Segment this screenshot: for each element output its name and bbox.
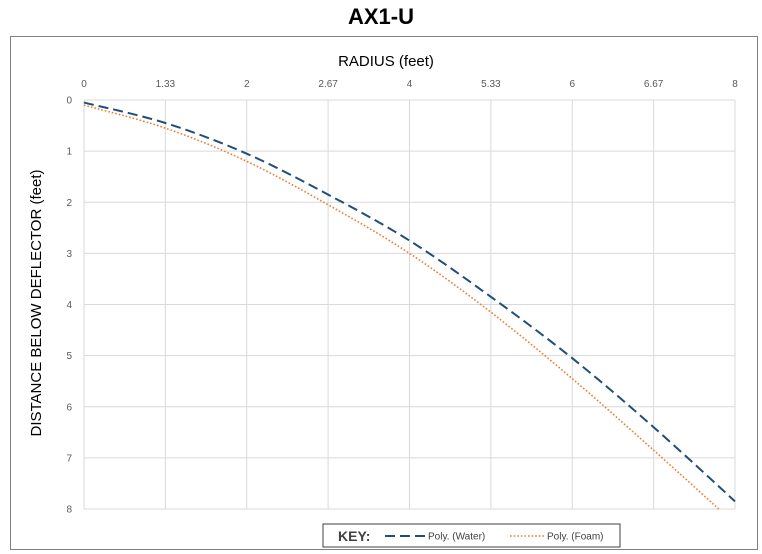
x-tick-label: 4 [407, 79, 413, 90]
y-tick-label: 2 [66, 198, 72, 209]
legend-title: KEY: [338, 528, 370, 544]
legend: KEY: Poly. (Water) Poly. (Foam) [322, 523, 621, 548]
y-tick-label: 4 [66, 300, 72, 311]
x-tick-label: 6 [569, 79, 575, 90]
y-tick-labels: 0 1 2 3 4 5 6 7 8 [66, 96, 72, 516]
x-tick-label: 1.33 [156, 79, 176, 90]
legend-box [322, 523, 621, 548]
grid [83, 99, 736, 510]
y-tick-label: 8 [66, 505, 72, 516]
x-tick-label: 2.67 [318, 79, 338, 90]
x-tick-label: 5.33 [481, 79, 501, 90]
y-axis-title: DISTANCE BELOW DEFLECTOR (feet) [28, 170, 45, 437]
legend-label-water: Poly. (Water) [428, 532, 485, 543]
y-tick-label: 0 [66, 96, 72, 107]
y-tick-label: 5 [66, 351, 72, 362]
y-tick-label: 6 [66, 402, 72, 413]
x-tick-label: 6.67 [644, 79, 664, 90]
x-tick-label: 0 [81, 79, 87, 90]
x-axis-title: RADIUS (feet) [338, 53, 434, 70]
x-tick-label: 8 [732, 79, 738, 90]
series-line-water [83, 101, 736, 503]
series-group [83, 101, 736, 510]
x-tick-labels: 0 1.33 2 2.67 4 5.33 6 6.67 8 [81, 79, 738, 90]
x-tick-label: 2 [244, 79, 250, 90]
y-tick-label: 3 [66, 249, 72, 260]
y-tick-label: 7 [66, 453, 72, 464]
y-tick-label: 1 [66, 147, 72, 158]
series-line-foam [83, 104, 720, 510]
legend-label-foam: Poly. (Foam) [547, 532, 604, 543]
chart-frame [10, 36, 758, 550]
chart-title: AX1-U [347, 4, 414, 29]
